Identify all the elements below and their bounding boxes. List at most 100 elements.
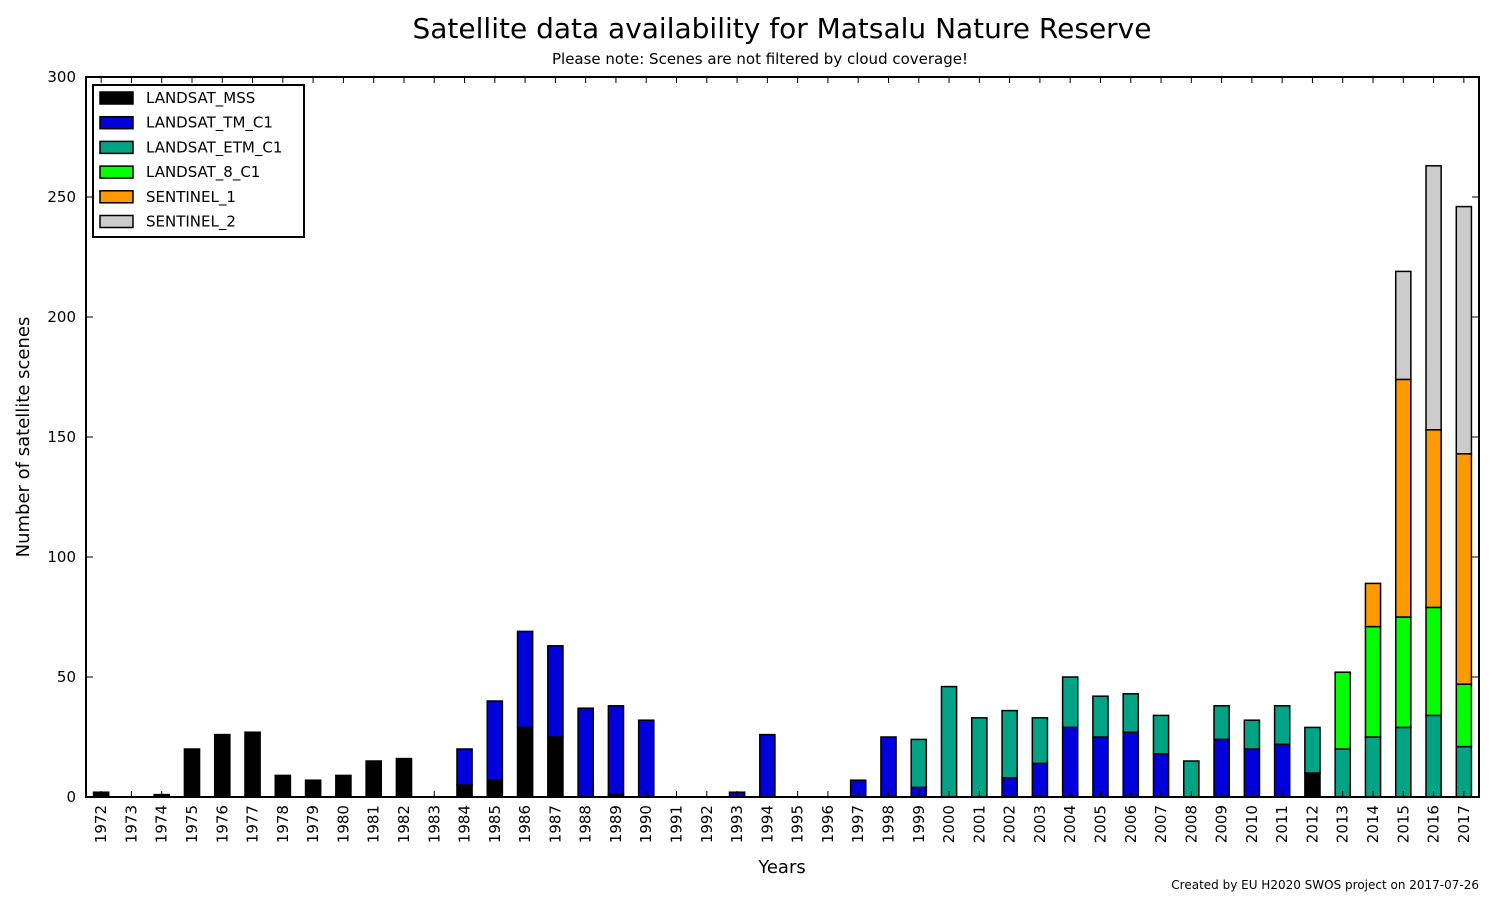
- bar-1984-landsat-tm-c1: [456, 748, 473, 786]
- legend-swatch: [99, 115, 134, 130]
- bar-2003-landsat-etm-c1: [1031, 717, 1049, 765]
- y-tick-label: 100: [47, 548, 76, 566]
- y-tick-label: 200: [47, 308, 76, 326]
- plot-frame: [85, 76, 1480, 798]
- x-tick-label: 2014: [1364, 805, 1382, 843]
- bar-2009-landsat-tm-c1: [1213, 738, 1230, 798]
- bar-2002-landsat-etm-c1: [1001, 709, 1018, 779]
- y-tick-label: 150: [47, 428, 76, 446]
- x-tick-label: 2016: [1425, 805, 1443, 843]
- x-tick-label: 2002: [1001, 805, 1019, 843]
- bar-2017-landsat-8-c1: [1455, 683, 1473, 748]
- bar-2016-landsat-8-c1: [1425, 606, 1442, 717]
- x-tick-label: 1972: [92, 805, 110, 843]
- bar-2005-landsat-tm-c1: [1092, 736, 1109, 798]
- legend-label: LANDSAT_ETM_C1: [146, 138, 282, 157]
- bar-2015-sentinel-1: [1394, 378, 1412, 618]
- bar-2004-landsat-etm-c1: [1061, 676, 1079, 729]
- bar-1989-landsat-tm-c1: [607, 705, 625, 796]
- x-tick-label: 1992: [698, 805, 716, 843]
- x-tick-label: 2009: [1213, 805, 1231, 843]
- bar-2000-landsat-etm-c1: [940, 685, 958, 798]
- bar-1987-landsat-tm-c1: [547, 645, 564, 738]
- x-tick-label: 2003: [1031, 805, 1049, 843]
- bar-2004-landsat-tm-c1: [1061, 726, 1079, 798]
- y-axis-label: Number of satellite scenes: [13, 317, 34, 558]
- x-tick-label: 1998: [879, 805, 897, 843]
- legend: LANDSAT_MSS LANDSAT_TM_C1 LANDSAT_ETM_C1 LA…: [92, 84, 305, 238]
- bar-1998-landsat-tm-c1: [880, 736, 897, 798]
- chart-subtitle: Please note: Scenes are not filtered by …: [552, 50, 968, 68]
- y-tick-label: 300: [47, 68, 76, 86]
- bar-2017-sentinel-2: [1455, 205, 1473, 455]
- x-tick-label: 2005: [1091, 805, 1109, 843]
- bar-1986-landsat-mss: [516, 726, 534, 798]
- bar-1975-landsat-mss: [183, 748, 201, 798]
- x-tick-label: 1982: [395, 805, 413, 843]
- x-tick-label: 1994: [758, 805, 776, 843]
- bar-2014-landsat-8-c1: [1364, 625, 1382, 738]
- bar-2005-landsat-etm-c1: [1092, 695, 1109, 738]
- x-tick-label: 1995: [789, 805, 807, 843]
- bar-2010-landsat-etm-c1: [1243, 719, 1261, 750]
- x-axis-ticks: 1972 1973 1974 1975 1976 1977 1978 1979 1980 1981…: [92, 77, 1473, 843]
- bar-2014-sentinel-1: [1364, 582, 1382, 628]
- x-tick-label: 1999: [910, 805, 928, 843]
- x-tick-label: 2015: [1394, 805, 1412, 843]
- x-tick-label: 1981: [365, 805, 383, 843]
- bar-2011-landsat-etm-c1: [1273, 705, 1291, 745]
- bar-2013-landsat-8-c1: [1334, 671, 1352, 750]
- legend-label: LANDSAT_MSS: [146, 89, 255, 108]
- bar-2007-landsat-etm-c1: [1152, 714, 1170, 755]
- x-tick-label: 1991: [668, 805, 686, 843]
- bar-2015-landsat-8-c1: [1394, 616, 1412, 729]
- x-tick-label: 2013: [1334, 805, 1352, 843]
- x-tick-label: 1988: [577, 805, 595, 843]
- bar-1986-landsat-tm-c1: [516, 630, 534, 729]
- x-tick-label: 2000: [940, 805, 958, 843]
- x-tick-label: 2017: [1455, 805, 1473, 843]
- x-tick-label: 2012: [1303, 805, 1321, 843]
- x-tick-label: 2011: [1273, 805, 1291, 843]
- bar-1976-landsat-mss: [213, 733, 231, 798]
- x-tick-label: 2004: [1061, 805, 1079, 843]
- legend-items: LANDSAT_MSS LANDSAT_TM_C1 LANDSAT_ETM_C1 LA…: [99, 89, 282, 232]
- bar-2011-landsat-tm-c1: [1273, 743, 1291, 798]
- legend-swatch: [99, 190, 134, 204]
- bar-1999-landsat-etm-c1: [910, 738, 928, 789]
- legend-swatch: [99, 140, 134, 155]
- bar-2014-landsat-etm-c1: [1364, 736, 1382, 798]
- bar-2006-landsat-tm-c1: [1122, 731, 1140, 798]
- y-tick-label: 250: [47, 188, 76, 206]
- bar-2001-landsat-etm-c1: [971, 717, 988, 798]
- x-tick-label: 1977: [244, 805, 262, 843]
- x-tick-label: 1973: [122, 805, 140, 843]
- x-tick-label: 1983: [425, 805, 443, 843]
- x-tick-label: 1997: [849, 805, 867, 843]
- bar-2015-sentinel-2: [1394, 270, 1412, 381]
- chart-title: Satellite data availability for Matsalu …: [413, 12, 1152, 45]
- y-tick-label: 0: [66, 788, 76, 806]
- x-tick-label: 1984: [456, 805, 474, 843]
- bar-1988-landsat-tm-c1: [577, 707, 594, 798]
- legend-swatch: [99, 91, 134, 105]
- x-tick-label: 1980: [334, 805, 352, 843]
- bar-2017-sentinel-1: [1455, 453, 1473, 685]
- bar-2017-landsat-etm-c1: [1455, 745, 1473, 798]
- legend-swatch: [99, 214, 134, 229]
- bar-2006-landsat-etm-c1: [1122, 693, 1140, 733]
- legend-swatch: [99, 165, 134, 179]
- x-tick-label: 1976: [213, 805, 231, 843]
- x-tick-label: 1987: [546, 805, 564, 843]
- legend-label: SENTINEL_1: [146, 188, 236, 207]
- bar-1990-landsat-tm-c1: [637, 719, 655, 798]
- x-tick-label: 2008: [1182, 805, 1200, 843]
- legend-label: SENTINEL_2: [146, 213, 236, 232]
- bar-2012-landsat-etm-c1: [1304, 726, 1321, 774]
- x-tick-label: 1990: [637, 805, 655, 843]
- bar-1987-landsat-mss: [547, 736, 564, 798]
- bar-2010-landsat-tm-c1: [1243, 748, 1261, 798]
- x-tick-label: 1993: [728, 805, 746, 843]
- x-tick-label: 2007: [1152, 805, 1170, 843]
